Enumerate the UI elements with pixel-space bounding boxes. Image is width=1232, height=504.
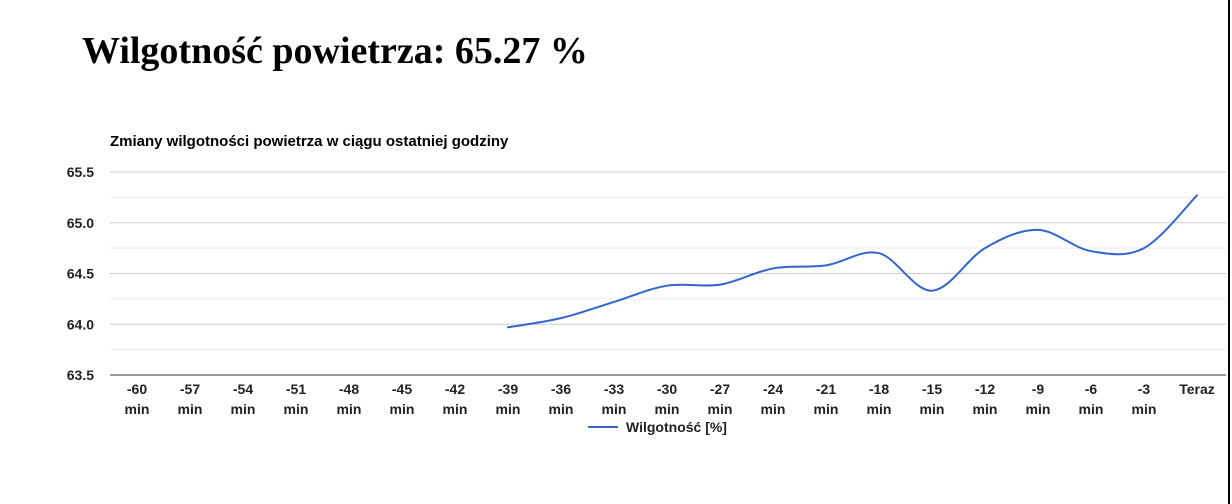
x-tick-label: -18: [869, 381, 889, 397]
x-tick-label: min: [655, 401, 680, 417]
x-tick-label: -51: [286, 381, 306, 397]
x-tick-label: -27: [710, 381, 730, 397]
x-tick-label: -24: [763, 381, 783, 397]
chart-title: Zmiany wilgotności powietrza w ciągu ost…: [110, 133, 509, 150]
y-tick-label: 65.0: [67, 215, 94, 231]
grid-layer: [110, 171, 1226, 376]
x-tick-label: min: [231, 401, 256, 417]
heading-value: 65.27: [454, 30, 541, 72]
x-tick-label: -42: [445, 381, 465, 397]
x-tick-label: min: [337, 401, 362, 417]
y-tick-label: 65.5: [67, 164, 94, 180]
x-tick-label: -39: [498, 381, 518, 397]
x-tick-label: -15: [922, 381, 942, 397]
x-tick-label: -36: [551, 381, 571, 397]
x-tick-label: -12: [975, 381, 995, 397]
x-tick-label: min: [496, 401, 521, 417]
x-tick-label: -45: [392, 381, 412, 397]
series-line: [507, 194, 1198, 329]
x-tick-label: -30: [657, 381, 677, 397]
x-tick-label: Teraz: [1179, 381, 1215, 397]
x-tick-label: min: [602, 401, 627, 417]
humidity-chart: Zmiany wilgotności powietrza w ciągu ost…: [0, 118, 1232, 448]
x-tick-label: -9: [1032, 381, 1045, 397]
x-tick-label: min: [178, 401, 203, 417]
y-tick-label: 64.0: [67, 316, 94, 332]
x-tick-label: -3: [1138, 381, 1151, 397]
x-tick-label: min: [390, 401, 415, 417]
chart-svg: Zmiany wilgotności powietrza w ciągu ost…: [67, 133, 1226, 435]
chart-legend: Wilgotność [%]: [588, 419, 727, 435]
x-tick-label: -54: [233, 381, 253, 397]
series-layer: [507, 194, 1198, 329]
legend-label: Wilgotność [%]: [626, 419, 727, 435]
x-tick-label: min: [443, 401, 468, 417]
x-tick-label: -33: [604, 381, 624, 397]
x-tick-label: -6: [1085, 381, 1098, 397]
y-axis-ticks: 63.5 64.0 64.5 65.0 65.5: [67, 164, 94, 383]
x-tick-label: min: [920, 401, 945, 417]
page-heading: Wilgotność powietrza: 65.27 %: [82, 26, 588, 76]
y-tick-label: 64.5: [67, 266, 94, 282]
x-tick-label: min: [814, 401, 839, 417]
x-tick-label: min: [549, 401, 574, 417]
x-tick-label: min: [1079, 401, 1104, 417]
x-tick-label: -60: [127, 381, 147, 397]
x-axis-ticks: -60 min -57 min -54 min -51 min -48 min -45 min -42 m…: [125, 381, 1215, 417]
heading-label: Wilgotność powietrza:: [82, 30, 446, 72]
y-tick-label: 63.5: [67, 367, 94, 383]
page-border-right: [1228, 0, 1230, 504]
x-tick-label: min: [125, 401, 150, 417]
x-tick-label: min: [708, 401, 733, 417]
x-tick-label: min: [284, 401, 309, 417]
x-tick-label: min: [867, 401, 892, 417]
x-tick-label: -57: [180, 381, 200, 397]
x-tick-label: -21: [816, 381, 836, 397]
x-tick-label: -48: [339, 381, 359, 397]
x-tick-label: min: [761, 401, 786, 417]
x-tick-label: min: [1132, 401, 1157, 417]
x-tick-label: min: [973, 401, 998, 417]
heading-unit: %: [549, 30, 588, 72]
x-tick-label: min: [1026, 401, 1051, 417]
